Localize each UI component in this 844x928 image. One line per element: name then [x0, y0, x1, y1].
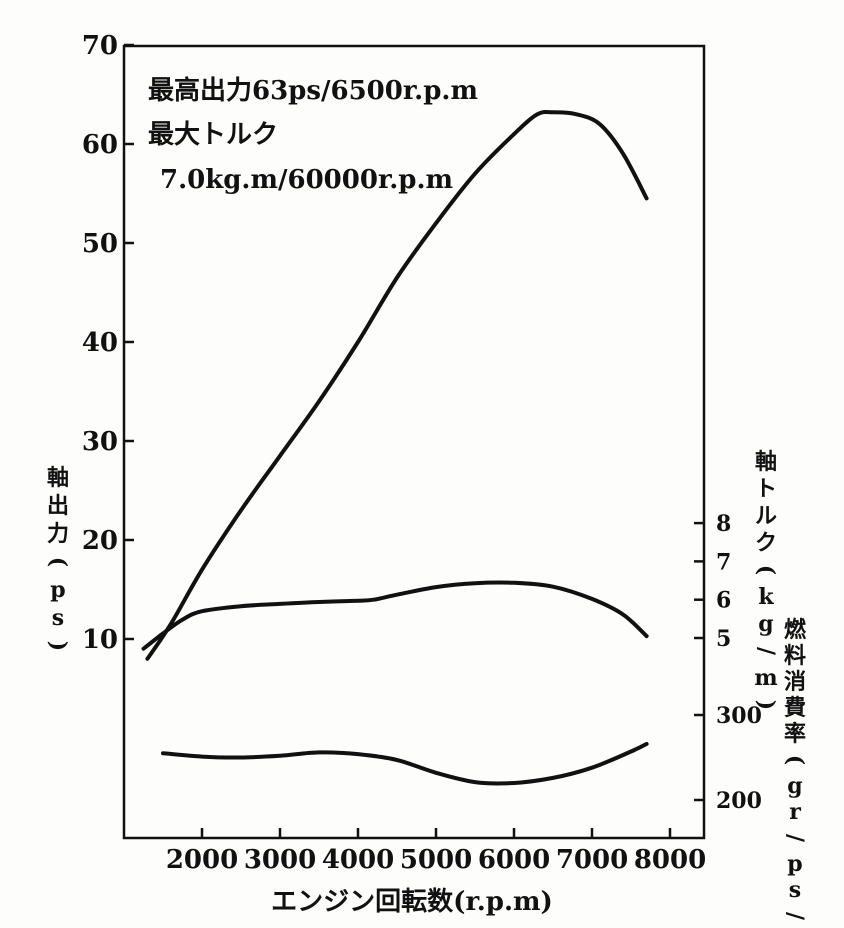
bottom-tick-label: 5000 — [400, 845, 472, 875]
power-axis-label-char: p — [50, 577, 65, 603]
bottom-tick-label: 6000 — [478, 845, 550, 875]
bsfc-tick-label: 300 — [716, 703, 762, 729]
left-tick-label: 10 — [82, 625, 118, 655]
bsfc-axis-label-char: 消 — [784, 669, 806, 695]
torque-axis-label-char: ル — [755, 503, 777, 529]
bsfc-axis-label-char: 料 — [784, 643, 806, 669]
power-axis-label-char: ) — [45, 641, 71, 651]
power-axis-label-char: s — [52, 605, 64, 631]
bottom-tick-label: 2000 — [166, 845, 238, 875]
axis-label-layer: エンジン回転数(r.p.m) 軸出力(ps)軸トルク(kg/m)燃料消費率(gr… — [45, 449, 808, 921]
bottom-tick-label: 3000 — [244, 845, 316, 875]
bsfc-axis-label-char: 費 — [784, 695, 806, 721]
bsfc-axis-label-char: / — [782, 912, 808, 921]
left-tick-label: 40 — [82, 328, 118, 358]
annotation-max-power: 最高出力63ps/6500r.p.m — [148, 75, 478, 106]
bsfc-axis-label-char: r — [789, 799, 801, 825]
left-tick-label: 60 — [82, 130, 118, 160]
bsfc-axis-label-char: / — [782, 834, 808, 843]
torque-axis-label-char: g — [758, 611, 773, 637]
torque-tick-label: 7 — [716, 549, 731, 575]
right-axis-ticks: 5 6 7 8 200 300 — [694, 511, 762, 814]
power-axis-label: 軸出力 ( ps) — [45, 465, 71, 651]
torque-tick-label: 8 — [716, 511, 731, 537]
torque-axis-label-char: ) — [753, 700, 779, 710]
bottom-axis-ticks: 2000 3000 4000 5000 6000 7000 8000 — [166, 828, 706, 875]
torque-axis-label-char: m — [754, 665, 777, 691]
torque-tick-label: 6 — [716, 588, 731, 614]
annotation-layer: 最高出力63ps/6500r.p.m 最大トルク 7.0kg.m/60000r.… — [148, 75, 478, 195]
left-tick-label: 30 — [82, 427, 118, 457]
bsfc-axis-label-char: ( — [782, 755, 808, 765]
bottom-tick-label: 8000 — [634, 845, 706, 875]
torque-axis-label-char: ク — [755, 530, 777, 556]
torque-axis-label-char: ト — [755, 476, 777, 502]
left-axis-ticks: 10 20 30 40 50 60 70 — [82, 31, 134, 655]
bsfc-axis-label-char: 燃 — [784, 617, 807, 643]
left-tick-label: 50 — [82, 229, 118, 259]
bsfc-tick-label: 200 — [716, 788, 762, 814]
power-axis-label-char: 軸 — [47, 465, 69, 491]
bsfc-axis-label-char: s — [789, 877, 801, 903]
torque-axis-label-char: 軸 — [755, 449, 777, 475]
annotation-max-torque-title: 最大トルク — [148, 120, 278, 150]
torque-curve — [141, 580, 649, 651]
torque-axis-label-char: ( — [753, 565, 779, 575]
torque-axis-label-char: k — [758, 584, 774, 610]
annotation-max-torque-value: 7.0kg.m/60000r.p.m — [160, 165, 453, 195]
power-axis-label-char: 出 — [47, 493, 69, 519]
torque-axis-label-char: / — [753, 647, 779, 656]
power-axis-label-char: 力 — [47, 521, 69, 547]
power-curve — [145, 109, 649, 661]
bsfc-curve — [161, 741, 649, 786]
left-tick-label: 20 — [82, 526, 118, 556]
power-axis-label-char: ( — [45, 557, 71, 567]
bottom-tick-label: 4000 — [322, 845, 394, 875]
bsfc-axis-label-char: p — [787, 851, 802, 877]
bsfc-axis-label-char: g — [787, 773, 802, 799]
torque-tick-label: 5 — [716, 626, 731, 652]
series-layer — [141, 109, 649, 786]
bottom-tick-label: 7000 — [556, 845, 628, 875]
x-axis-label: エンジン回転数(r.p.m) — [271, 887, 553, 917]
bsfc-axis-label-char: 率 — [784, 721, 806, 747]
left-tick-label: 70 — [82, 31, 118, 61]
